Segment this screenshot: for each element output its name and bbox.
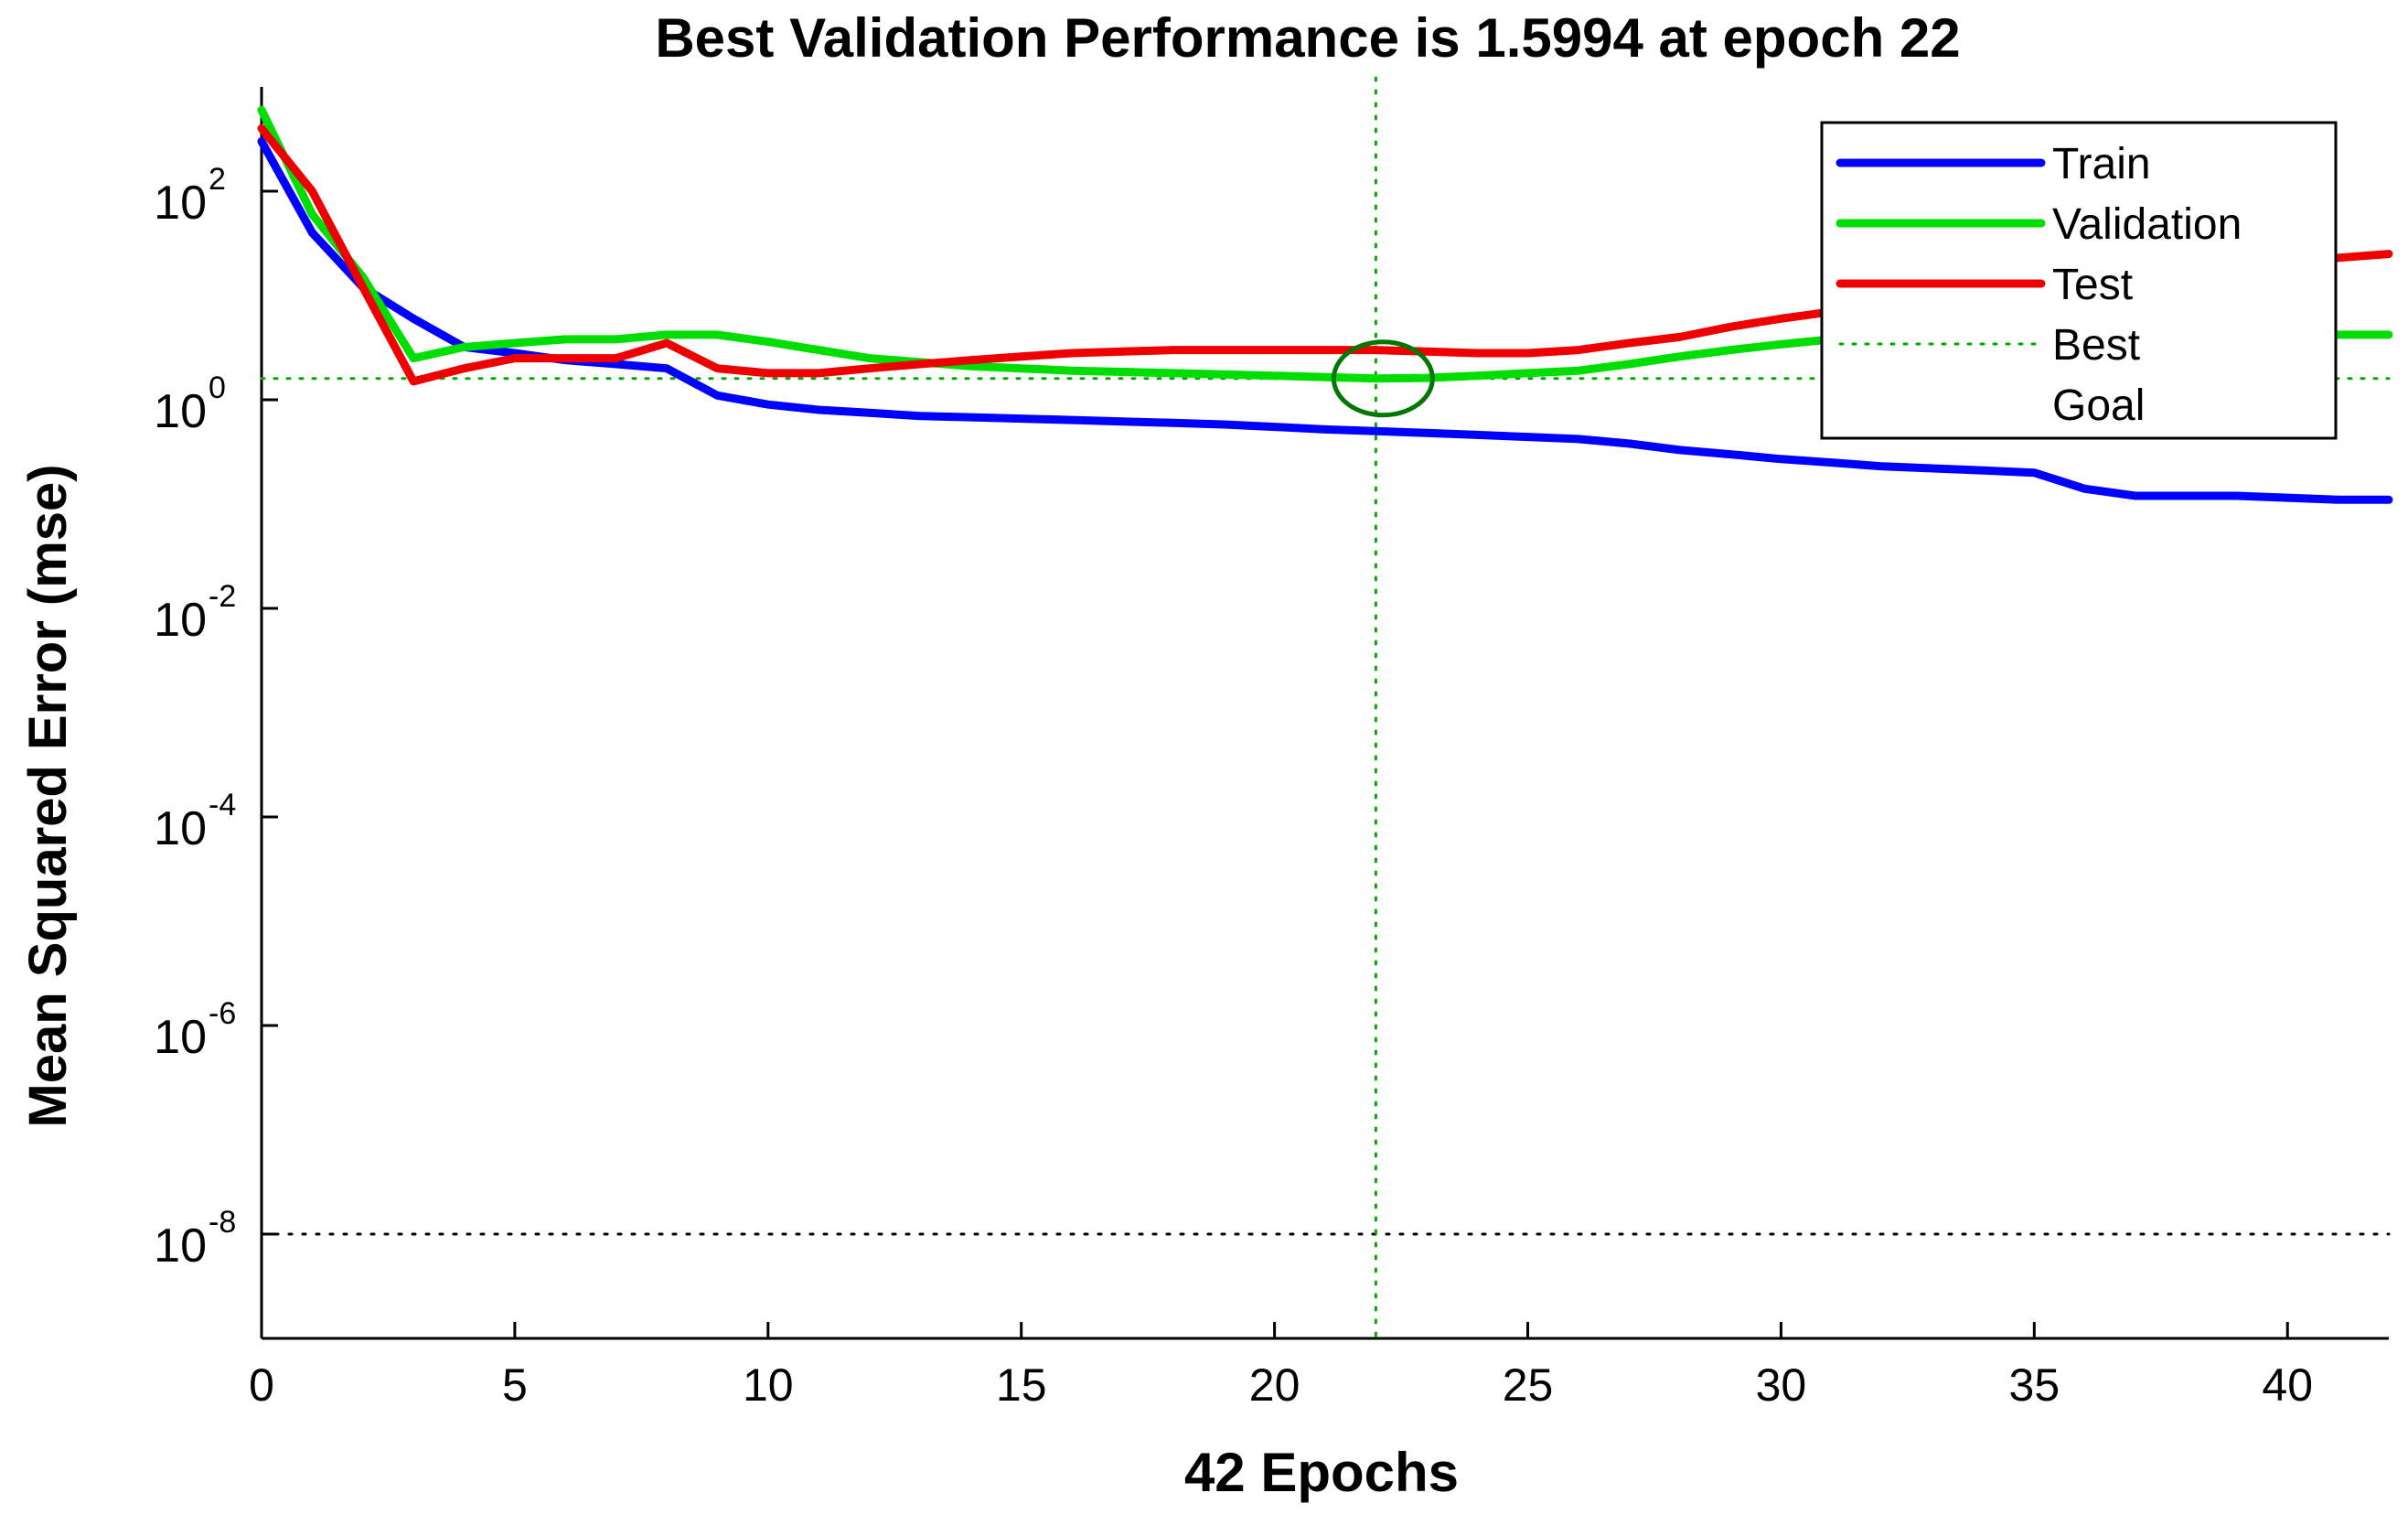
y-axis-label: Mean Squared Error (mse): [18, 464, 78, 1127]
x-tick-label-10: 10: [743, 1359, 794, 1411]
y-tick-exponent--4: -4: [209, 788, 236, 822]
x-tick-label-5: 5: [502, 1359, 528, 1411]
y-tick-label-2: 10: [154, 177, 207, 230]
x-tick-label-0: 0: [249, 1359, 274, 1411]
x-tick-label-15: 15: [996, 1359, 1047, 1411]
x-axis-label: 42 Epochs: [1184, 1442, 1459, 1503]
x-tick-label-25: 25: [1503, 1359, 1554, 1411]
y-tick-exponent--8: -8: [209, 1205, 236, 1240]
chart-title: Best Validation Performance is 1.5994 at…: [655, 7, 1960, 69]
x-tick-label-20: 20: [1249, 1359, 1300, 1411]
x-tick-label-40: 40: [2262, 1359, 2313, 1411]
y-tick-label-0: 10: [154, 385, 207, 438]
series-line-train: [257, 137, 2393, 504]
y-tick-exponent--2: -2: [209, 579, 236, 614]
x-tick-label-30: 30: [1756, 1359, 1807, 1411]
y-tick-label--2: 10: [154, 594, 207, 647]
x-tick-label-35: 35: [2009, 1359, 2060, 1411]
y-tick-label--4: 10: [154, 802, 207, 855]
y-tick-exponent-0: 0: [209, 371, 226, 405]
legend-label-best: Best: [2052, 321, 2140, 370]
y-tick-label--6: 10: [154, 1011, 207, 1064]
legend-label-train: Train: [2052, 140, 2151, 188]
best-point-marker: [1331, 339, 1435, 418]
legend-label-goal: Goal: [2052, 381, 2145, 430]
y-tick-label--8: 10: [154, 1219, 207, 1273]
legend-label-validation: Validation: [2052, 200, 2242, 249]
y-tick-exponent--6: -6: [209, 996, 236, 1031]
legend-label-test: Test: [2052, 261, 2133, 309]
y-tick-exponent-2: 2: [209, 162, 226, 197]
